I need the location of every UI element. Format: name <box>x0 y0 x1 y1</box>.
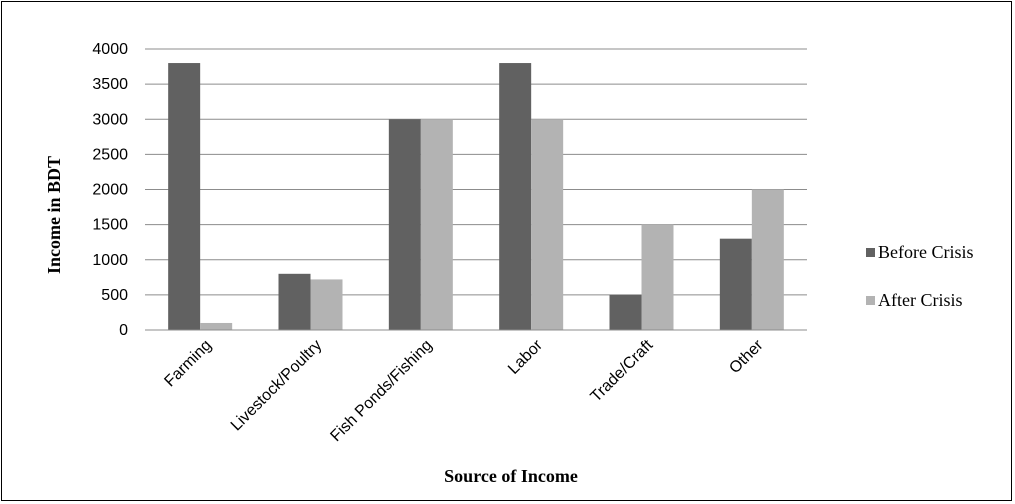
y-tick-label: 1000 <box>92 252 128 269</box>
bar-before-crisis-livestock-poultry <box>278 273 311 330</box>
bar-after-crisis-labor <box>531 119 564 330</box>
x-tick-label: Trade/Craft <box>588 336 657 405</box>
y-tick-label: 3000 <box>92 111 128 128</box>
legend-swatch-before-crisis <box>866 248 875 257</box>
bar-after-crisis-other <box>751 189 784 330</box>
legend: Before Crisis After Crisis <box>866 242 973 310</box>
bar-after-crisis-farming <box>200 322 233 330</box>
bar-before-crisis-fish-ponds-fishing <box>388 119 421 330</box>
bar-after-crisis-trade-craft <box>641 224 674 330</box>
y-tick-label: 1500 <box>92 217 128 234</box>
bar-after-crisis-fish-ponds-fishing <box>420 119 453 330</box>
x-axis-title: Source of Income <box>444 466 578 486</box>
y-tick-label: 3500 <box>92 76 128 93</box>
bar-after-crisis-livestock-poultry <box>310 279 343 330</box>
y-axis-title: Income in BDT <box>44 156 64 274</box>
y-tick-label: 2000 <box>92 182 128 199</box>
legend-label-before-crisis: Before Crisis <box>878 242 973 262</box>
x-tick-label: Labor <box>505 336 546 377</box>
bars <box>168 63 784 331</box>
y-axis-ticks: 0 500 1000 1500 2000 2500 3000 3500 4000 <box>92 41 128 339</box>
y-tick-label: 0 <box>119 322 128 339</box>
x-tick-label: Farming <box>161 337 215 391</box>
bar-before-crisis-labor <box>499 63 532 331</box>
bar-before-crisis-trade-craft <box>609 294 642 330</box>
legend-label-after-crisis: After Crisis <box>878 290 963 310</box>
y-tick-label: 500 <box>101 287 128 304</box>
y-tick-label: 4000 <box>92 41 128 58</box>
x-axis-ticks: Farming Livestock/Poultry Fish Ponds/Fishi… <box>161 336 767 445</box>
bar-before-crisis-farming <box>168 63 201 331</box>
y-tick-label: 2500 <box>92 146 128 163</box>
x-tick-label: Fish Ponds/Fishing <box>327 337 435 445</box>
x-tick-label: Other <box>726 336 767 377</box>
bar-before-crisis-other <box>719 238 752 330</box>
legend-swatch-after-crisis <box>866 296 875 305</box>
gridlines <box>145 48 807 296</box>
x-tick-label: Livestock/Poultry <box>228 337 326 435</box>
